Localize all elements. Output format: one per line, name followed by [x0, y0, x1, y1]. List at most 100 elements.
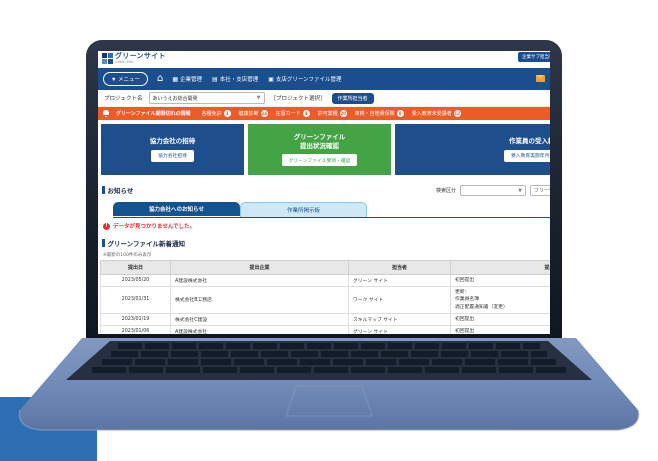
pinwheel-icon — [102, 53, 113, 64]
alert-title: グリーンファイル期限切れの情報 — [116, 111, 191, 117]
chevron-down-icon: ▼ — [518, 187, 523, 194]
greensite-webapp: グリーンサイト Green Site 企業サブ担当者 ▼ メニュー ⌂ ▦企業管… — [98, 51, 550, 334]
arrivals-section: グリーンファイル新着通知 ※最新の100件のみ表示 提出日提出企業担当者提出書類… — [98, 238, 550, 334]
count-badge: 4 — [302, 110, 310, 117]
submit-company: 株式会社C建設 — [170, 312, 349, 326]
chevron-down-icon: ▼ — [111, 77, 117, 83]
nav-item[interactable]: ▤ 本社・支店管理 — [212, 75, 259, 84]
tab-partner-notices[interactable]: 協力会社へのお知らせ — [113, 202, 240, 216]
alert-chip[interactable]: 許可業種 20 — [318, 110, 347, 117]
person-in-charge: グリーン サイト — [348, 273, 451, 288]
action-cards: 協力会社の招待 協力会社招待 グリーンファイル 提出状況確認 グリーンファイル受領・確認… — [98, 120, 550, 182]
table-column-header: 提出書類 — [450, 260, 550, 275]
submitted-documents: 初回提出 — [450, 312, 550, 326]
bell-icon — [103, 110, 109, 117]
notice-search-area: 検索区分 ▼ フリーワード — [436, 185, 550, 196]
table-row[interactable]: 2023/01/31 株式会社B工務店 ワーク サイト 更新： 作業員名簿 適正配置通知書… — [100, 286, 550, 314]
laptop-display: グリーンサイト Green Site 企業サブ担当者 ▼ メニュー ⌂ ▦企業管… — [98, 51, 550, 334]
table-column-header: 提出企業 — [170, 260, 349, 275]
card-title: 作業員の受入教育 — [509, 137, 550, 146]
alert-chips: 各種免許 3 健康診断 24 在留カード 4 許可業種 20 車検・自賠責保険 8 受入教育未受講者… — [202, 110, 461, 117]
nav-item[interactable]: ▦ 企業管理 — [172, 75, 202, 84]
card-title: グリーンファイル 提出状況確認 — [293, 132, 346, 150]
section-accent-bar — [102, 239, 105, 247]
nav-item-label: 支店グリーンファイル管理 — [275, 77, 342, 83]
laptop-base-edge — [18, 409, 640, 431]
card-button[interactable]: 受入教育実施年月登録 — [504, 149, 550, 162]
mail-icon[interactable] — [536, 75, 545, 82]
alert-chip[interactable]: 各種免許 3 — [202, 110, 231, 117]
action-card: 協力会社の招待協力会社招待 — [101, 124, 244, 175]
error-icon: ! — [103, 222, 110, 230]
count-badge: 24 — [260, 110, 268, 117]
person-in-charge: ワーク サイト — [348, 286, 451, 314]
alert-chip-label: 許可業種 — [317, 111, 338, 117]
alert-chip[interactable]: 在留カード 4 — [276, 110, 310, 117]
table-column-header: 提出日 — [100, 260, 171, 275]
nav-item-label: 本社・支店管理 — [219, 77, 259, 83]
submit-company: A建設株式会社 — [170, 273, 349, 288]
person-in-charge: グリーン サイト — [348, 324, 451, 334]
laptop-trackpad — [285, 385, 373, 417]
nav-item[interactable]: ▣ 支店グリーンファイル管理 — [268, 75, 342, 84]
project-bar: プロジェクト名 あいうえお総合開発 ▼ ［プロジェクト選択］ 作業所担当者 — [98, 90, 550, 107]
count-badge: 20 — [339, 110, 347, 117]
alert-chip-label: 受入教育未受講者 — [411, 111, 452, 117]
nav-items: ▦ 企業管理 ▤ 本社・支店管理 ▣ 支店グリーンファイル管理 — [172, 75, 342, 84]
table-note: ※最新の100件のみ表示 — [103, 253, 152, 258]
arrivals-section-title: グリーンファイル新着通知 — [107, 240, 185, 248]
person-in-charge: スキルマップ サイト — [348, 312, 451, 326]
empty-message-text: データが見つかりませんでした。 — [113, 224, 196, 230]
notice-tabs: 協力会社へのお知らせ 作業所掲示板 — [113, 202, 550, 218]
menu-button[interactable]: ▼ メニュー — [103, 72, 148, 86]
alert-chip[interactable]: 車検・自賠責保険 8 — [355, 110, 404, 117]
home-icon[interactable]: ⌂ — [157, 73, 164, 84]
tab-site-board[interactable]: 作業所掲示板 — [240, 202, 367, 217]
brand-name: グリーンサイト — [115, 52, 166, 60]
laptop-base — [18, 338, 640, 431]
action-card: グリーンファイル 提出状況確認グリーンファイル受領・確認 — [248, 124, 391, 175]
file-cabinet-icon: ▣ — [268, 75, 274, 83]
table-row[interactable]: 2023/01/19 株式会社C建設 スキルマップ サイト 初回提出 — [100, 312, 550, 326]
search-type-select[interactable]: ▼ — [460, 185, 527, 196]
alert-chip[interactable]: 受入教育未受講者 12 — [412, 110, 461, 117]
table-row[interactable]: 2023/01/06 A建設株式会社 グリーン サイト 初回提出 — [100, 324, 550, 334]
site-header: グリーンサイト Green Site 企業サブ担当者 — [98, 51, 550, 68]
submit-date: 2023/01/06 — [100, 324, 171, 334]
card-button[interactable]: 協力会社招待 — [151, 149, 194, 162]
count-badge: 8 — [396, 110, 404, 117]
notice-section-title: お知らせ — [107, 187, 134, 195]
count-badge: 12 — [453, 110, 461, 117]
submit-date: 2023/01/19 — [100, 312, 171, 326]
table-column-header: 担当者 — [348, 260, 451, 275]
site-staff-button[interactable]: 作業所担当者 — [331, 92, 374, 104]
table-row[interactable]: 2023/05/20 A建設株式会社 グリーン サイト 初回提出 — [100, 273, 550, 288]
submit-company: A建設株式会社 — [170, 324, 349, 334]
project-choose-link[interactable]: ［プロジェクト選択］ — [270, 96, 326, 102]
branch-office-icon: ▤ — [212, 75, 218, 83]
empty-message-line: ! データが見つかりませんでした。 — [103, 222, 550, 230]
brand-logo[interactable]: グリーンサイト Green Site — [102, 53, 166, 65]
alert-chip-label: 在留カード — [275, 111, 301, 117]
main-navbar: ▼ メニュー ⌂ ▦ 企業管理 ▤ 本社・支店管理 ▣ 支店グリーンファイル管理 — [98, 68, 550, 90]
submitted-documents: 初回提出 — [450, 273, 550, 288]
card-button[interactable]: グリーンファイル受領・確認 — [281, 154, 358, 167]
submitted-documents: 初回提出 — [450, 324, 550, 334]
section-accent-bar — [102, 186, 105, 194]
alert-chip-label: 各種免許 — [201, 111, 222, 117]
freeword-input[interactable]: フリーワード — [530, 185, 550, 196]
card-title: 協力会社の招待 — [149, 137, 196, 146]
project-select[interactable]: あいうえお総合開発 ▼ — [148, 92, 265, 104]
submit-company: 株式会社B工務店 — [170, 286, 349, 314]
alert-chip[interactable]: 健康診断 24 — [239, 110, 268, 117]
project-name-label: プロジェクト名 — [104, 96, 143, 102]
alert-chip-label: 健康診断 — [238, 111, 259, 117]
building-icon: ▦ — [172, 75, 179, 83]
table-header-row: 提出日提出企業担当者提出書類 — [100, 260, 550, 275]
account-role-badge[interactable]: 企業サブ担当者 — [518, 52, 550, 62]
search-type-label: 検索区分 — [436, 188, 457, 194]
submit-date: 2023/01/31 — [100, 286, 171, 314]
alert-chip-label: 車検・自賠責保険 — [354, 111, 395, 117]
submit-date: 2023/05/20 — [100, 273, 171, 288]
